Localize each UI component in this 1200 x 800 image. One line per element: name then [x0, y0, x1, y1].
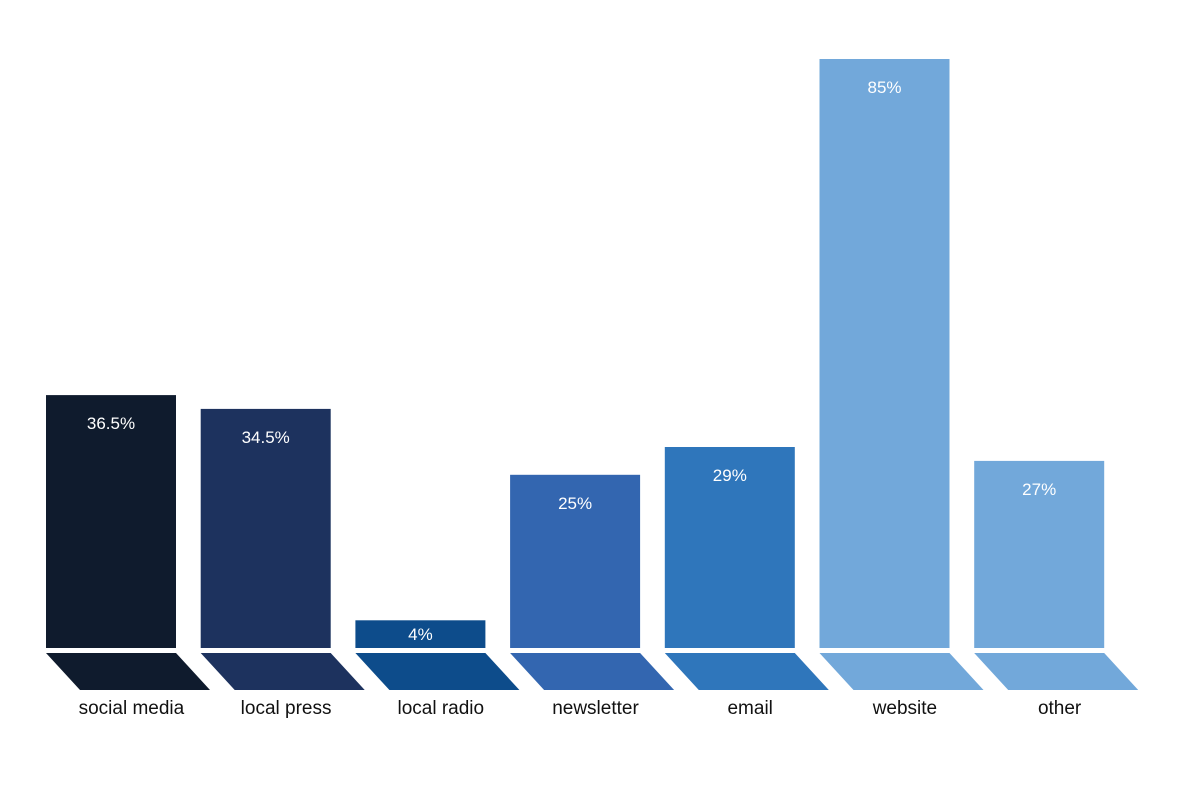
value-label-website: 85% [867, 78, 901, 97]
category-label-newsletter: newsletter [552, 698, 639, 719]
bar-base-local-press [200, 653, 365, 690]
category-labels: social media local press local radio newsle… [79, 698, 1082, 719]
bar-base-local-radio [355, 653, 520, 690]
value-label-social-media: 36.5% [87, 414, 135, 433]
bar-website [819, 59, 950, 648]
value-label-email: 29% [713, 466, 747, 485]
bar-email [664, 447, 795, 648]
bar-other [974, 460, 1105, 648]
category-label-local-radio: local radio [397, 698, 484, 719]
bar-base-website [819, 653, 984, 690]
bar-social-media [46, 395, 176, 648]
category-label-email: email [727, 698, 772, 719]
value-label-other: 27% [1022, 480, 1056, 499]
bar-newsletter [510, 474, 641, 648]
category-label-social-media: social media [79, 698, 185, 719]
value-label-local-radio: 4% [408, 625, 433, 644]
value-labels: 36.5% 34.5% 4% 25% 29% 85% 27% [87, 78, 1056, 644]
value-label-local-press: 34.5% [242, 428, 290, 447]
bars [46, 59, 1105, 648]
bar-local-radio [355, 620, 486, 648]
bar-local-press [200, 408, 331, 648]
bar-base-other [974, 653, 1139, 690]
category-label-local-press: local press [241, 698, 332, 719]
value-label-newsletter: 25% [558, 494, 592, 513]
bar-bases [46, 653, 1139, 690]
bar-base-newsletter [510, 653, 675, 690]
bar-base-social-media [46, 653, 210, 690]
category-label-website: website [872, 698, 937, 719]
bar-base-email [664, 653, 829, 690]
category-label-other: other [1038, 698, 1082, 719]
